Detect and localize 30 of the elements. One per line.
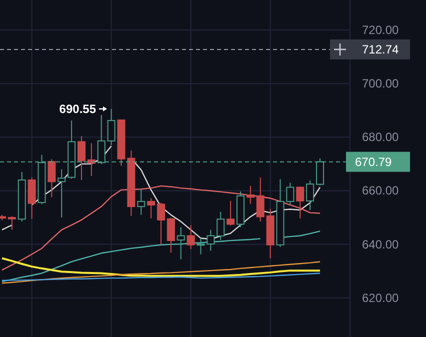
y-tick-label: 640.00 bbox=[362, 237, 400, 252]
candlestick bbox=[306, 180, 314, 211]
candlestick bbox=[48, 158, 56, 198]
candlestick bbox=[58, 168, 66, 218]
candlestick bbox=[256, 177, 264, 222]
candlestick bbox=[28, 176, 36, 220]
candlestick bbox=[8, 216, 16, 230]
candlestick bbox=[216, 211, 225, 241]
candlestick bbox=[137, 188, 146, 216]
ref-line-label: 712.74 bbox=[362, 42, 400, 56]
candlestick bbox=[147, 198, 156, 219]
candlestick bbox=[176, 226, 185, 260]
candlestick bbox=[246, 185, 254, 204]
annotation: 690.55 bbox=[59, 102, 96, 116]
y-tick-label: 720.00 bbox=[362, 23, 400, 38]
candlestick bbox=[166, 217, 175, 254]
y-tick-label: 660.00 bbox=[362, 184, 400, 198]
y-tick-label: 620.00 bbox=[362, 290, 400, 305]
ref-line-label: 670.79 bbox=[355, 154, 392, 169]
candlestick bbox=[78, 136, 86, 181]
candlestick bbox=[226, 200, 235, 226]
y-tick-label: 680.00 bbox=[362, 130, 400, 144]
line-series bbox=[1, 272, 321, 282]
candlestick bbox=[157, 202, 165, 246]
candlestick bbox=[296, 186, 304, 219]
candlestick bbox=[186, 224, 195, 250]
line-series bbox=[1, 261, 321, 284]
line-series bbox=[1, 185, 321, 271]
y-tick-label: 700.00 bbox=[362, 76, 400, 91]
line-series bbox=[1, 257, 321, 277]
